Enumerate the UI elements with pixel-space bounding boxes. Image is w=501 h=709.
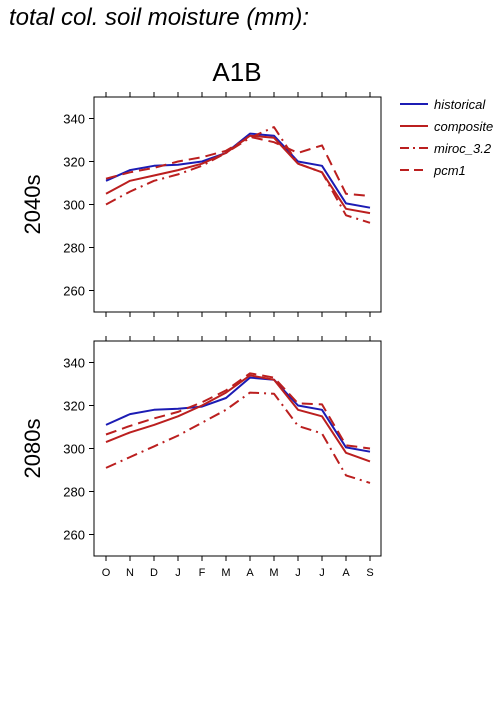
series-line-miroc_3.2-2040s <box>105 126 371 224</box>
series-line-miroc_3.2-2080s <box>105 391 371 484</box>
series-line-composite-2040s <box>105 134 371 215</box>
panel-frame-2040s <box>93 96 382 313</box>
y-tick-label-2080s: 260 <box>63 528 85 543</box>
x-tick-label: A <box>342 567 350 579</box>
y-tick-label-2040s: 280 <box>63 241 85 256</box>
x-tick-label: F <box>199 567 206 579</box>
x-tick-label: M <box>269 567 278 579</box>
series-line-pcm1-2080s <box>105 372 371 450</box>
y-tick-label-2040s: 300 <box>63 198 85 213</box>
figure-title: total col. soil moisture (mm): <box>9 4 310 31</box>
legend-label-miroc_3.2: miroc_3.2 <box>434 141 492 156</box>
y-tick-label-2080s: 340 <box>63 356 85 371</box>
series-line-historical-2080s <box>105 376 371 453</box>
y-tick-label-2080s: 320 <box>63 399 85 414</box>
y-tick-label-2040s: 260 <box>63 284 85 299</box>
x-tick-label: O <box>102 567 111 579</box>
y-tick-label-2040s: 340 <box>63 112 85 127</box>
legend-label-historical: historical <box>434 97 486 112</box>
x-tick-label: S <box>366 567 373 579</box>
x-tick-label: N <box>126 567 134 579</box>
x-tick-label: J <box>175 567 181 579</box>
panel-frame-2080s <box>93 340 382 557</box>
legend-label-composite: composite <box>434 119 493 134</box>
x-tick-label: A <box>246 567 254 579</box>
panel-label-2080s: 2080s <box>20 419 45 479</box>
series-line-composite-2080s <box>105 374 371 463</box>
y-tick-label-2080s: 280 <box>63 485 85 500</box>
x-tick-label: J <box>319 567 325 579</box>
x-tick-label: M <box>221 567 230 579</box>
y-tick-label-2080s: 300 <box>63 442 85 457</box>
x-tick-label: J <box>295 567 301 579</box>
panel-label-2040s: 2040s <box>20 175 45 235</box>
y-tick-label-2040s: 320 <box>63 155 85 170</box>
series-line-pcm1-2040s <box>105 135 371 197</box>
x-tick-label: D <box>150 567 158 579</box>
chart-title: A1B <box>212 57 261 87</box>
legend-label-pcm1: pcm1 <box>433 163 466 178</box>
